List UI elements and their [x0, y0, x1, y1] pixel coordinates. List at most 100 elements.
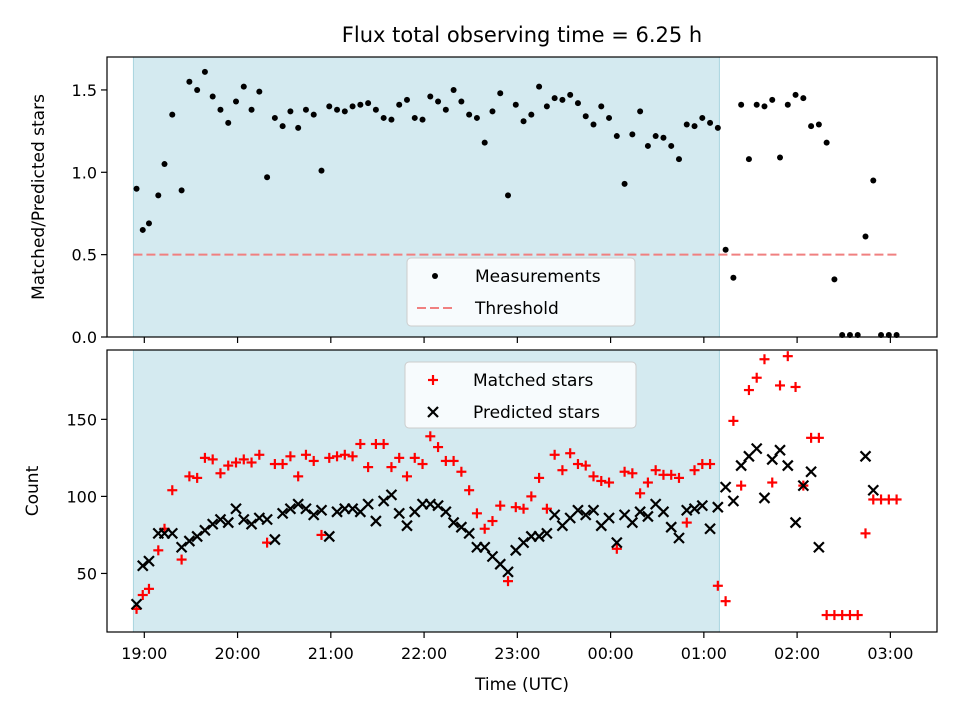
matched-star-point: [782, 351, 793, 362]
matched-star-point: [254, 449, 265, 460]
measurement-point: [403, 96, 410, 103]
matched-star-point: [751, 372, 762, 383]
measurement-point: [473, 114, 480, 121]
predicted-star-point-b: [331, 506, 343, 518]
measurement-point: [784, 101, 791, 108]
matched-star-point: [673, 472, 684, 483]
predicted-star-point: [238, 513, 250, 526]
measurement-point: [505, 192, 512, 199]
matched-star-point: [619, 466, 630, 477]
predicted-star-point-b: [626, 516, 639, 529]
x-axis-label: Time (UTC): [474, 675, 569, 695]
predicted-star-point-b: [642, 510, 654, 523]
predicted-star-point-b: [766, 453, 779, 466]
x-tick-label: 19:00: [121, 644, 167, 663]
predicted-star-point: [696, 499, 709, 512]
predicted-star-point-b: [735, 459, 747, 472]
predicted-star-point-b: [618, 509, 631, 521]
predicted-star-point: [245, 518, 258, 530]
chart-title: Flux total observing time = 6.25 h: [342, 23, 702, 47]
predicted-star-point: [719, 481, 732, 493]
predicted-star-point-b: [130, 598, 143, 611]
measurement-point: [792, 91, 799, 98]
predicted-star-point-b: [680, 504, 693, 517]
predicted-star-point-b: [307, 509, 320, 521]
predicted-star-point: [478, 541, 491, 554]
matched-star-point: [503, 576, 514, 587]
measurement-point: [644, 142, 651, 149]
measurement-point: [574, 100, 581, 107]
predicted-star-point-b: [579, 509, 592, 521]
legend-box: [406, 257, 636, 327]
measurement-point: [318, 167, 325, 174]
measurement-point: [489, 108, 496, 115]
legend-label: Measurements: [475, 267, 601, 287]
legend-label: Threshold: [474, 299, 559, 319]
measurement-point: [862, 233, 869, 240]
y-tick-label: 1.5: [72, 81, 97, 100]
bottom-panel: 50 100 150 19:00 20:00 21:00 22:00 23:00 00:00 01…: [23, 349, 938, 695]
predicted-star-point-b: [789, 516, 802, 529]
predicted-star-point-b: [401, 519, 413, 532]
matched-star-point: [277, 459, 288, 470]
predicted-star-point: [346, 502, 359, 515]
predicted-star-point-b: [696, 499, 709, 512]
predicted-star-point: [136, 559, 149, 572]
predicted-star-point-b: [323, 530, 336, 543]
measurement-point: [279, 123, 286, 130]
y-tick-label: 0.5: [72, 246, 97, 265]
matched-star-point: [394, 452, 405, 463]
predicted-star-point: [440, 506, 452, 518]
matched-star-point: [308, 455, 319, 466]
predicted-star-point-b: [455, 521, 468, 533]
matched-star-point: [316, 529, 327, 540]
matched-star-point: [510, 502, 521, 513]
measurement-point: [675, 156, 682, 163]
measurement-point: [777, 154, 784, 161]
measurement-point: [761, 103, 768, 110]
measurement-point: [745, 156, 752, 163]
matched-star-point: [184, 471, 195, 482]
measurement-point: [256, 88, 263, 95]
matched-star-point: [627, 468, 638, 479]
predicted-star-point-b: [393, 507, 405, 520]
predicted-star-point: [230, 502, 242, 515]
predicted-star-point-b: [276, 507, 289, 520]
predicted-star-point-b: [206, 518, 219, 530]
matched-star-point: [860, 528, 871, 539]
predicted-star-point: [269, 533, 281, 546]
matched-star-point: [192, 472, 203, 483]
predicted-star-point-b: [665, 521, 677, 533]
matched-star-point: [611, 543, 622, 554]
legend-label: Predicted stars: [473, 403, 600, 423]
predicted-star-point-b: [649, 498, 662, 510]
measurement-point: [590, 121, 597, 128]
predicted-star-point: [611, 536, 623, 549]
measurement-point: [629, 131, 636, 138]
matched-star-point: [231, 457, 242, 468]
predicted-star-point-b: [486, 550, 499, 563]
matched-star-point: [642, 477, 653, 488]
predicted-star-point: [704, 522, 716, 535]
measurement-point: [326, 103, 333, 110]
measurement-point: [161, 161, 168, 168]
predicted-star-point-b: [750, 442, 763, 455]
x-tick-label: 23:00: [494, 644, 540, 663]
matched-star-point: [471, 508, 482, 519]
measurement-point: [691, 123, 698, 130]
predicted-star-point-b: [657, 506, 670, 518]
matched-star-point: [246, 457, 257, 468]
predicted-star-point-b: [292, 498, 304, 510]
measurement-point: [450, 86, 457, 93]
predicted-star-point: [805, 465, 817, 478]
measurement-point: [722, 246, 729, 253]
predicted-star-point: [166, 527, 179, 540]
predicted-star-point: [206, 518, 219, 530]
predicted-star-point: [401, 519, 413, 532]
measurement-point: [225, 119, 232, 126]
predicted-star-point-b: [385, 489, 398, 501]
measurement-point: [699, 114, 706, 121]
predicted-star-point: [572, 504, 584, 517]
matched-star-point: [596, 475, 607, 486]
predicted-star-point: [284, 502, 297, 515]
